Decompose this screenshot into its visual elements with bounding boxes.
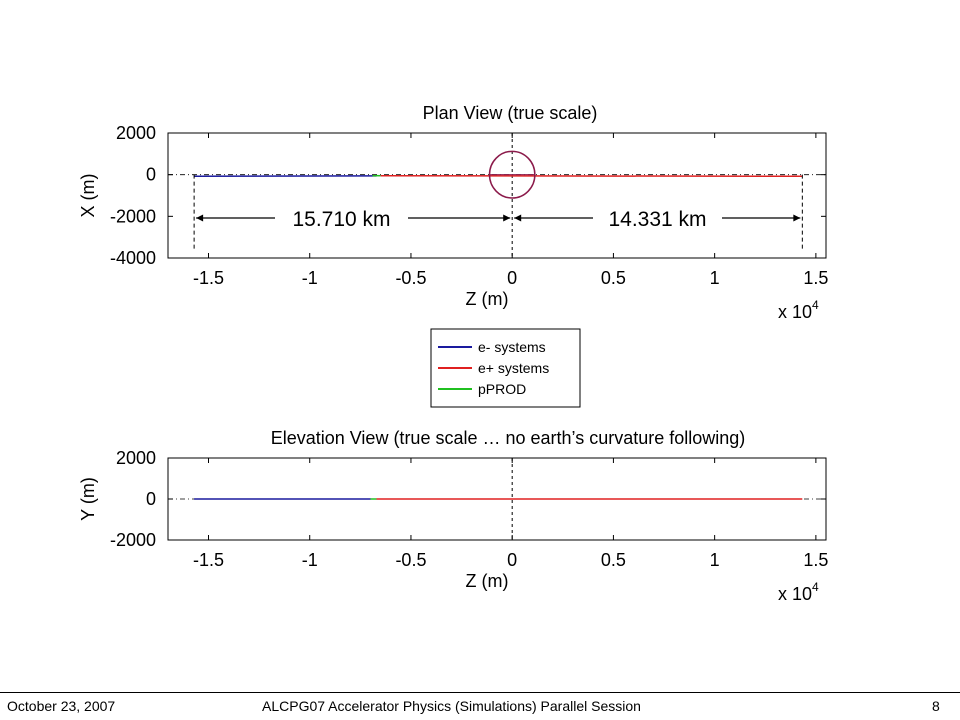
y-tick-label: -2000	[110, 206, 156, 226]
x-tick-label: -1.5	[193, 550, 224, 570]
x-tick-label: -1.5	[193, 268, 224, 288]
chart-title: Plan View (true scale)	[423, 103, 598, 123]
chart-figure: Plan View (true scale) -1.5 -1 -0.5 0 0.5 1 1.5…	[78, 103, 828, 604]
legend-entry-label: e+ systems	[478, 360, 549, 376]
x-axis-multiplier: x 104	[778, 580, 819, 604]
x-tick-label: 0.5	[601, 268, 626, 288]
y-tick-label: 0	[146, 489, 156, 509]
legend-entry-label: e- systems	[478, 339, 546, 355]
y-axis-label: Y (m)	[78, 477, 98, 521]
chart-title: Elevation View (true scale … no earth’s …	[271, 428, 746, 448]
footer-page-number: 8	[932, 698, 940, 714]
x-multiplier-base: x 10	[778, 302, 812, 322]
series-line-2	[380, 174, 803, 178]
x-tick-label: 0	[507, 268, 517, 288]
x-tick-label: 1.5	[803, 268, 828, 288]
dimension-label: 15.710 km	[292, 208, 390, 231]
x-tick-label: 1.5	[803, 550, 828, 570]
x-tick-label: -0.5	[395, 550, 426, 570]
x-axis-label: Z (m)	[466, 571, 509, 591]
x-tick-label: -1	[302, 550, 318, 570]
y-tick-label: -4000	[110, 248, 156, 268]
footer-date: October 23, 2007	[7, 698, 116, 714]
legend: e- systems e+ systems pPROD	[430, 328, 581, 408]
x-multiplier-exponent: 4	[812, 298, 819, 312]
x-tick-label: -1	[302, 268, 318, 288]
x-tick-label: -0.5	[395, 268, 426, 288]
x-axis-label: Z (m)	[466, 289, 509, 309]
footer-title: ALCPG07 Accelerator Physics (Simulations…	[262, 698, 641, 714]
x-axis-multiplier: x 104	[778, 298, 819, 322]
dimension-label: 14.331 km	[608, 208, 706, 231]
plot-frame	[167, 132, 827, 259]
x-multiplier-exponent: 4	[812, 580, 819, 594]
y-tick-label: 2000	[116, 448, 156, 468]
plan-view-chart: Plan View (true scale) -1.5 -1 -0.5 0 0.5 1 1.5…	[78, 103, 828, 322]
x-tick-label: 1	[710, 268, 720, 288]
y-tick-label: 0	[146, 165, 156, 185]
y-tick-label: -2000	[110, 530, 156, 550]
legend-entry-label: pPROD	[478, 381, 526, 397]
y-axis-label: X (m)	[78, 174, 98, 218]
y-tick-label: 2000	[116, 123, 156, 143]
x-multiplier-base: x 10	[778, 584, 812, 604]
x-tick-label: 0.5	[601, 550, 626, 570]
x-tick-label: 0	[507, 550, 517, 570]
x-tick-label: 1	[710, 550, 720, 570]
footer-divider	[0, 692, 960, 693]
elevation-view-chart: Elevation View (true scale … no earth’s …	[78, 428, 828, 604]
